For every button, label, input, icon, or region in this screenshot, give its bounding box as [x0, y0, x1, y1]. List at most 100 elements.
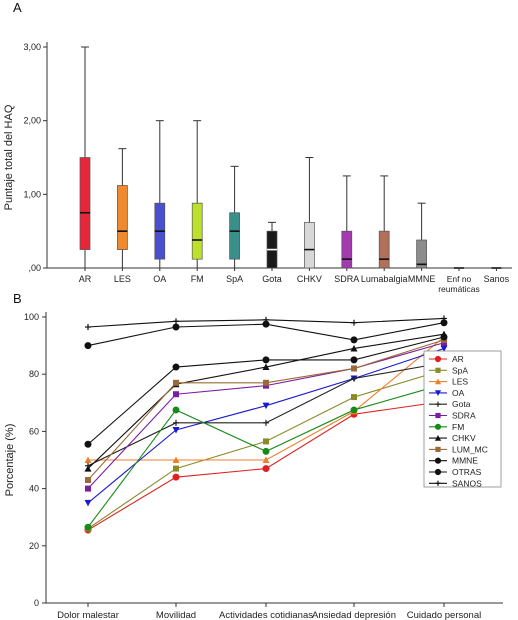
x-tick-label: Movilidad: [156, 610, 196, 620]
x-tick-label: LES: [114, 274, 131, 284]
x-tick-label: Gota: [262, 274, 282, 284]
x-tick-label: SpA: [226, 274, 243, 284]
legend-marker: [435, 367, 441, 373]
x-tick-label: CHKV: [297, 274, 322, 284]
data-point: [350, 356, 358, 364]
y-tick-label: 20: [29, 541, 39, 551]
data-point: [263, 379, 269, 386]
data-point: [172, 363, 180, 371]
legend-marker: [435, 401, 441, 407]
box-chkv: [304, 221, 315, 269]
data-point: [441, 315, 447, 322]
data-point: [172, 426, 180, 434]
box-les: [117, 185, 128, 250]
x-tick-label: Lumabalgia: [361, 274, 408, 284]
data-point: [351, 365, 357, 372]
legend-marker: [435, 446, 441, 452]
data-point: [84, 499, 92, 507]
data-point: [351, 394, 357, 401]
y-tick-label: 100: [24, 312, 39, 322]
data-point: [351, 375, 357, 382]
legend-label: CHKV: [452, 433, 476, 443]
data-point: [263, 316, 269, 323]
legend-marker: [434, 435, 442, 441]
data-point: [84, 342, 92, 350]
data-point: [172, 406, 180, 414]
box-fm: [191, 202, 203, 260]
data-point: [84, 456, 92, 463]
data-point: [440, 333, 448, 341]
x-tick-label: SDRA: [334, 274, 359, 284]
legend-marker: [434, 457, 442, 464]
legend-label: OTRAS: [452, 467, 482, 477]
data-point: [84, 523, 92, 531]
box-sdra: [341, 230, 353, 269]
legend-marker: [435, 412, 441, 419]
series-ar: [84, 397, 448, 534]
data-point: [351, 319, 357, 326]
boxplot-chart: ,00 1,00 2,00 3,00 Puntaje total del HAQ AR LE…: [3, 42, 512, 294]
data-point: [85, 324, 91, 331]
data-point: [85, 485, 91, 492]
data-point: [262, 363, 270, 371]
x-tick-label: Cuidado personal: [407, 610, 481, 620]
x-tick-label-line2: reumáticas: [438, 284, 480, 294]
legend-label: OA: [452, 388, 465, 398]
data-point: [173, 318, 179, 325]
panel-a-label: A: [13, 0, 22, 15]
box-lumabalgia: [378, 230, 390, 269]
legend-label: MMNE: [452, 456, 478, 466]
data-point: [262, 356, 270, 364]
data-point: [262, 456, 270, 463]
data-point: [262, 465, 270, 473]
data-point: [172, 323, 180, 331]
x-tick-label: Actividades cotidianas: [219, 610, 313, 620]
data-point: [172, 456, 180, 463]
x-tick-label: Ansiedad depresión: [312, 610, 396, 620]
data-point: [440, 345, 448, 352]
x-tick-label: AR: [79, 274, 92, 284]
x-tick-label-line1: Enf no: [447, 274, 472, 284]
y-tick-label: 0: [34, 598, 39, 608]
y-tick-label: 3,00: [23, 42, 41, 52]
legend-marker: [434, 468, 442, 476]
series-oa: [84, 345, 448, 507]
legend-marker: [434, 355, 442, 363]
x-tick-label: OA: [153, 274, 166, 284]
data-point: [263, 438, 269, 445]
data-point: [173, 391, 179, 398]
line-chart: 0 20 40 60 80 100 Porcentaje (%) Dolor malestar…: [4, 312, 503, 620]
y-tick-label: 40: [29, 484, 39, 494]
y-tick-label: 2,00: [23, 116, 41, 126]
data-point: [173, 379, 179, 386]
legend-label: SANOS: [452, 478, 482, 488]
data-point: [84, 465, 92, 472]
legend-label: LUM_MC: [452, 444, 488, 454]
data-point: [350, 406, 358, 414]
legend-marker: [434, 390, 442, 396]
legend-label: SDRA: [452, 411, 476, 421]
series-otras: [84, 319, 448, 350]
legend-marker: [434, 378, 442, 385]
legend-marker: [434, 423, 442, 430]
data-point: [173, 465, 179, 472]
legend-label: AR: [452, 354, 464, 364]
data-point: [173, 419, 179, 426]
data-point: [84, 440, 92, 448]
data-point: [85, 477, 91, 484]
legend-label: SpA: [452, 365, 468, 375]
series-mmne: [84, 333, 448, 448]
data-point: [262, 402, 270, 410]
data-point: [350, 336, 358, 344]
legend-marker: [435, 480, 441, 486]
x-tick-label: FM: [191, 274, 204, 284]
series-sanos: [85, 315, 447, 331]
data-point: [263, 419, 269, 426]
y-tick-label: 60: [29, 426, 39, 436]
legend-label: FM: [452, 422, 464, 432]
y-tick-label: 1,00: [23, 189, 41, 199]
data-point: [172, 473, 180, 481]
y-tick-label: ,00: [28, 263, 41, 273]
data-point: [350, 344, 358, 352]
